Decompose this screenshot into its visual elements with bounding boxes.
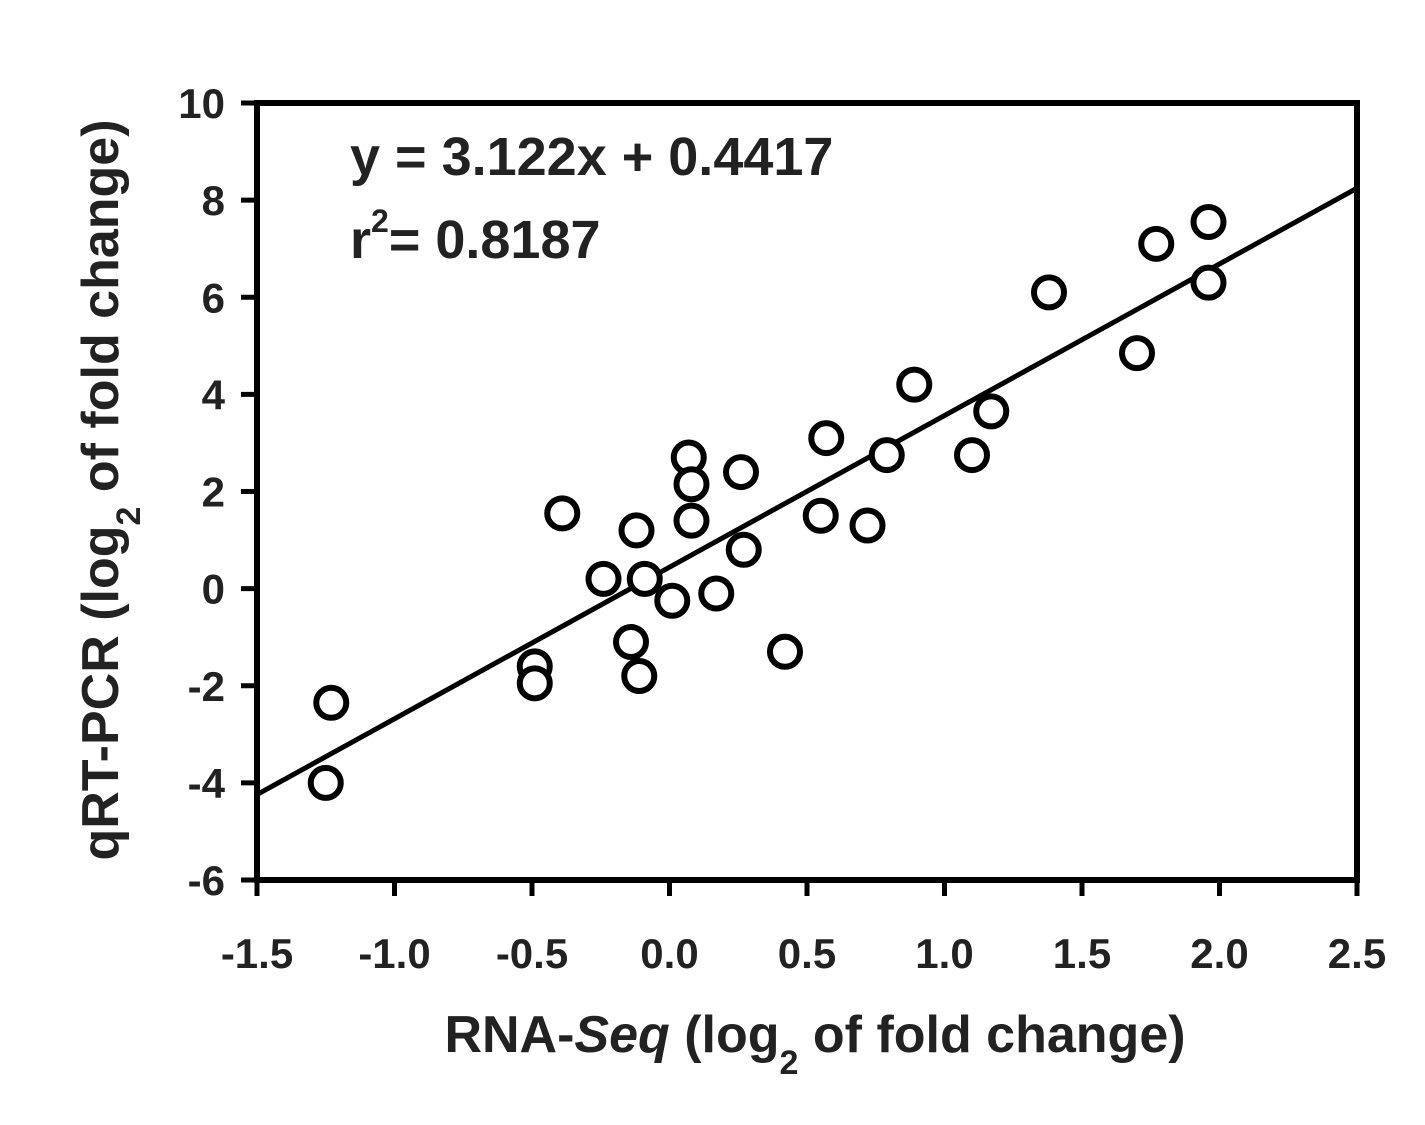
data-point	[1190, 264, 1227, 301]
y-axis-label-prefix: qRT-PCR (log	[72, 525, 130, 860]
y-tick-label: 4	[202, 371, 226, 418]
data-point	[849, 507, 886, 544]
x-tick-label: -0.5	[496, 930, 568, 977]
data-point	[868, 437, 905, 474]
x-axis-label: RNA-Seq (log2 of fold change)	[444, 1006, 1185, 1082]
r-squared-label: r2= 0.8187	[350, 203, 601, 270]
y-tick-label: 8	[202, 177, 225, 224]
data-point	[654, 582, 691, 619]
y-tick-label: 10	[178, 80, 225, 127]
data-point	[808, 420, 845, 457]
data-point	[954, 437, 990, 474]
data-point	[621, 658, 658, 695]
data-point	[767, 633, 803, 670]
r-squared-sup: 2	[371, 203, 389, 239]
data-point	[973, 393, 1010, 430]
y-tick-label: -2	[188, 663, 225, 710]
data-points	[307, 203, 1227, 801]
x-axis-label-rest: of fold change)	[798, 1006, 1185, 1064]
y-tick-label: 2	[202, 469, 225, 516]
x-tick-label: 0.0	[640, 930, 698, 977]
data-point	[723, 454, 759, 491]
data-point	[544, 495, 581, 532]
data-point	[613, 624, 649, 661]
r-squared-prefix: r	[350, 210, 371, 270]
y-tick-label: -4	[188, 760, 226, 807]
data-point	[1190, 203, 1227, 240]
data-point	[1138, 225, 1175, 262]
data-point	[1031, 274, 1067, 311]
x-axis-label-open: (log	[670, 1006, 780, 1064]
y-tick-label: -6	[188, 857, 225, 904]
x-tick-label: 1.5	[1053, 930, 1111, 977]
y-tick-label: 0	[202, 566, 225, 613]
y-axis-label-sub: 2	[110, 507, 148, 526]
data-point	[673, 466, 710, 503]
data-point	[618, 512, 655, 549]
y-tick-label: 6	[202, 274, 225, 321]
data-point	[725, 531, 762, 568]
x-tick-label: -1.5	[221, 930, 293, 977]
data-point	[698, 575, 735, 612]
regression-equation: y = 3.122x + 0.4417	[350, 127, 833, 187]
x-tick-label: 1.0	[915, 930, 973, 977]
x-tick-label: -1.0	[358, 930, 430, 977]
data-point	[585, 560, 622, 597]
x-axis-label-prefix: RNA-	[444, 1006, 574, 1064]
data-point	[673, 502, 710, 539]
data-point	[307, 764, 344, 801]
data-point	[1119, 335, 1155, 372]
x-axis-label-sub: 2	[780, 1044, 799, 1082]
data-point	[802, 497, 839, 534]
y-axis-label-rest: of fold change)	[72, 119, 130, 506]
data-point	[313, 684, 350, 721]
r-squared-value: = 0.8187	[389, 210, 601, 270]
data-point	[896, 366, 933, 403]
x-tick-label: 0.5	[778, 930, 836, 977]
data-point	[626, 560, 663, 597]
x-axis-label-emph: Seq	[574, 1006, 669, 1064]
y-axis-label: qRT-PCR (log2 of fold change)	[72, 119, 148, 860]
axis-ticks: -1.5 -1.0 -0.5 0.0 0.5 1.0 1.5 2.0 2.5 -6 -4 -2 0 2 4 6…	[178, 80, 1386, 977]
regression-line	[255, 185, 1359, 797]
x-tick-label: 2.0	[1190, 930, 1248, 977]
data-point	[516, 665, 553, 702]
x-tick-label: 2.5	[1328, 930, 1386, 977]
